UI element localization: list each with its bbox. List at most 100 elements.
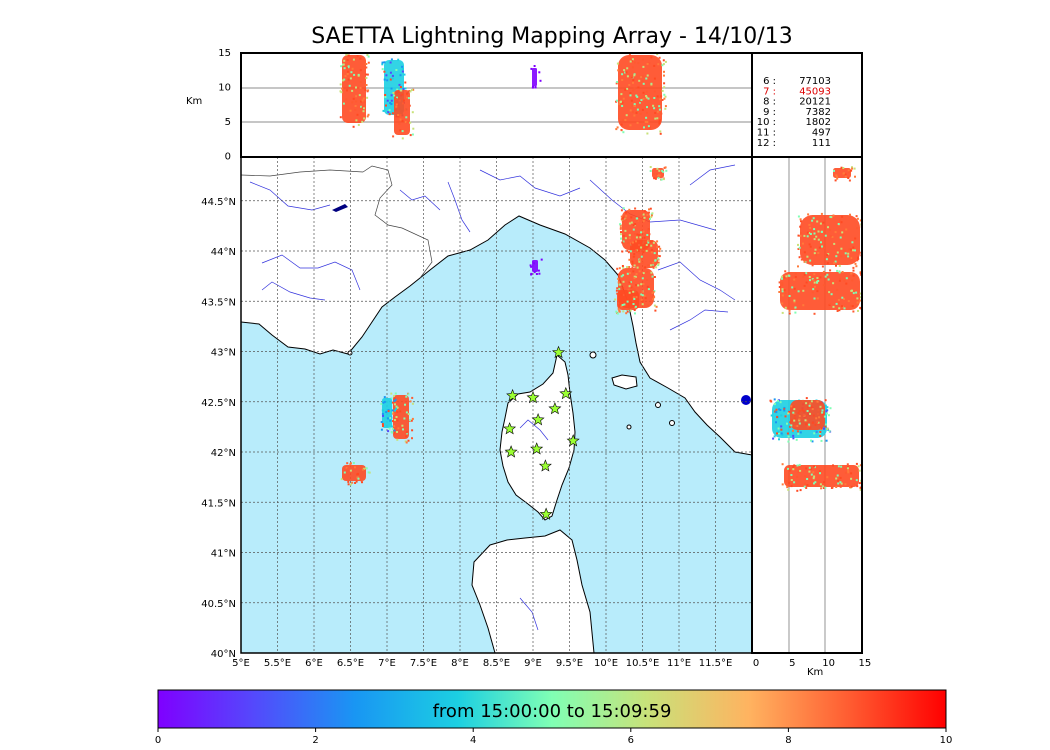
station-star-icon: [530, 442, 544, 455]
station-star-icon: [506, 388, 520, 402]
height-column: [339, 53, 370, 128]
lon-tick-label: 9°E: [524, 658, 542, 669]
lon-tick-label: 8.5°E: [483, 658, 510, 669]
side-cluster: [787, 400, 829, 435]
lat-tick-label: 42.5°N: [201, 398, 236, 409]
stats-value: 77103: [799, 76, 831, 87]
station-star-icon: [566, 434, 580, 447]
strike-cluster: [380, 396, 397, 433]
station-star-icon: [539, 507, 553, 520]
lon-tick-label: 6.5°E: [337, 658, 364, 669]
stats-value: 7382: [806, 107, 831, 118]
strike-cluster: [614, 287, 644, 315]
figure-title: SAETTA Lightning Mapping Array - 14/10/1…: [311, 24, 793, 49]
colorbar-ticks: 0 2 4 6 8 10: [155, 728, 953, 746]
side-cluster: [778, 269, 862, 315]
station-star-icon: [503, 422, 517, 435]
colorbar-tick-label: 10: [940, 735, 953, 746]
height-column: [615, 53, 667, 135]
strike-cluster: [529, 258, 543, 276]
lma-stations: [503, 345, 580, 520]
lon-tick-label: 9.5°E: [556, 658, 583, 669]
height-strike-columns: [339, 53, 667, 140]
lon-tick-label: 8°E: [451, 658, 469, 669]
elba-island: [611, 374, 638, 390]
lake: [741, 395, 751, 405]
station-star-icon: [526, 390, 540, 404]
lon-tick-label: 10°E: [594, 658, 618, 669]
map-grid: [241, 157, 752, 653]
strike-cluster: [340, 462, 371, 486]
lat-tick-label: 40°N: [211, 649, 236, 660]
lon-tick-label: 6°E: [305, 658, 323, 669]
islet: [589, 351, 597, 359]
side-tick-label: 15: [859, 658, 872, 669]
lon-tick-label: 5°E: [232, 658, 250, 669]
side-tick-label: 5: [789, 658, 795, 669]
station-star-icon: [552, 345, 566, 359]
height-column: [530, 65, 542, 89]
side-tick-label: 0: [753, 658, 759, 669]
lat-tick-label: 44.5°N: [201, 197, 236, 208]
height-tick-label: 15: [218, 48, 231, 59]
lat-tick-label: 43.5°N: [201, 297, 236, 308]
stats-label: 9 :: [763, 107, 776, 118]
lat-tick-label: 43°N: [211, 348, 236, 359]
strike-cluster: [649, 166, 668, 181]
plan-view-map: [241, 157, 752, 653]
stats-value: 1802: [806, 117, 831, 128]
stats-label: 7 :: [763, 86, 776, 97]
side-cluster: [781, 462, 862, 492]
lon-tick-label: 11.5°E: [699, 658, 733, 669]
lon-tick-label: 7°E: [378, 658, 396, 669]
stats-list: 6 : 77103 7 : 45093 8 : 20121 9 : 7382 10 : 1802 1…: [757, 76, 831, 149]
stats-label: 11 :: [757, 128, 776, 139]
islet: [347, 350, 353, 356]
islet: [669, 420, 675, 426]
lon-tick-label: 5.5°E: [264, 658, 291, 669]
stats-value: 111: [812, 138, 831, 149]
side-panel-frame: [751, 156, 863, 654]
height-tick-label: 10: [218, 83, 231, 94]
side-xlabel: Km: [807, 667, 823, 678]
lake: [332, 204, 348, 212]
side-strike-clusters: [769, 166, 862, 492]
strike-cluster: [390, 392, 414, 444]
strike-cluster: [627, 237, 662, 273]
side-xticks: 0 5 10 15: [753, 658, 871, 669]
height-yticks: 15 10 5 0: [218, 48, 231, 163]
height-tick-label: 5: [225, 117, 231, 128]
islet: [626, 424, 632, 430]
sardinia-island: [471, 529, 595, 653]
latitude-ticks: 44.5°N 44°N 43.5°N 43°N 42.5°N 42°N 41.5°N 41°N…: [201, 197, 236, 660]
colorbar-tick-label: 0: [155, 735, 161, 746]
colorbar-tick-label: 4: [470, 735, 476, 746]
lat-tick-label: 40.5°N: [201, 599, 236, 610]
lon-tick-label: 11°E: [667, 658, 691, 669]
stats-label: 6 :: [763, 76, 776, 87]
side-cluster: [833, 166, 856, 182]
map-strike-clusters: [340, 166, 668, 486]
stats-value: 497: [812, 128, 831, 139]
colorbar-tick-label: 8: [785, 735, 791, 746]
station-star-icon: [504, 445, 518, 458]
lat-tick-label: 41°N: [211, 549, 236, 560]
station-star-icon: [548, 401, 562, 415]
side-tick-label: 10: [822, 658, 835, 669]
stats-value: 20121: [799, 97, 831, 108]
colorbar: [157, 689, 947, 729]
stats-label: 10 :: [757, 117, 776, 128]
lat-tick-label: 42°N: [211, 448, 236, 459]
colorbar-tick-label: 2: [312, 735, 318, 746]
stats-value: 45093: [799, 86, 831, 97]
height-lon-panel: [241, 53, 752, 157]
longitude-ticks: 5°E 5.5°E 6°E 6.5°E 7°E 7.5°E 8°E 8.5°E 9°E 9.5°E…: [232, 658, 732, 669]
stats-label: 8 :: [763, 97, 776, 108]
country-border: [362, 165, 433, 279]
height-column: [391, 88, 415, 140]
islet: [655, 402, 661, 408]
station-star-icon: [531, 412, 545, 426]
country-border: [241, 169, 364, 177]
stats-label: 12 :: [757, 138, 776, 149]
